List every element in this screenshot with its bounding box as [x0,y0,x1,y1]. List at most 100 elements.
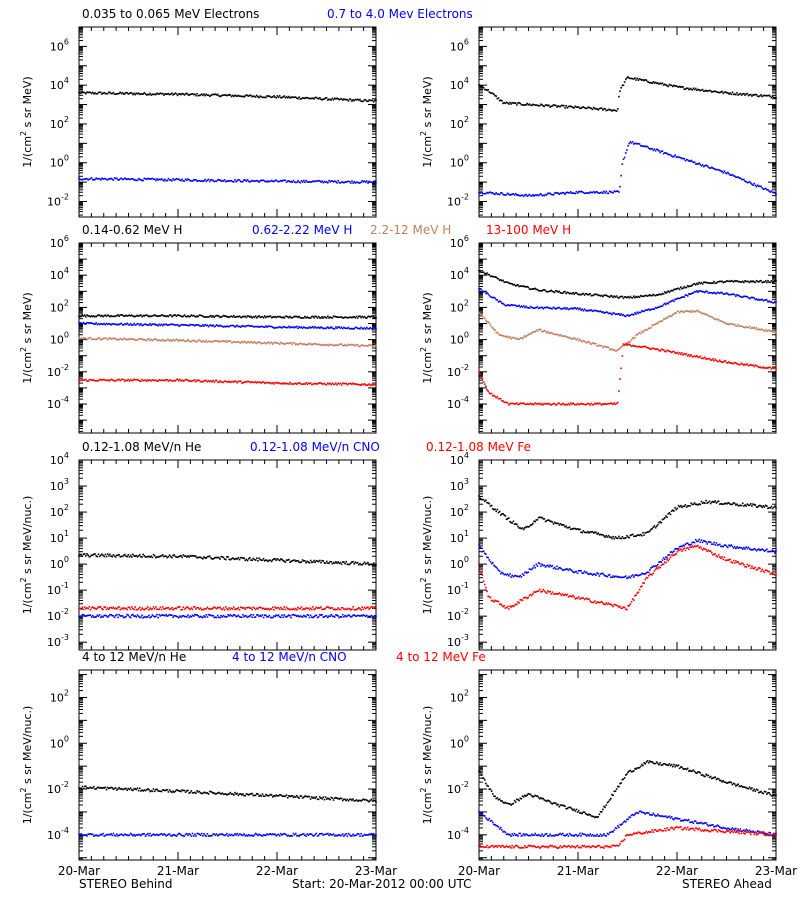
data-point [147,314,149,317]
data-point [717,280,720,283]
data-point [88,178,91,181]
data-point [160,608,163,611]
data-point [202,340,204,342]
data-point [525,335,527,338]
data-point [153,379,156,382]
data-point [97,553,100,556]
data-point [81,337,84,340]
data-point [556,403,558,406]
data-point [185,340,188,342]
data-point [89,336,92,339]
data-point [319,96,321,99]
data-point [274,558,276,560]
data-point [751,296,753,299]
data-point [321,344,323,347]
data-point [174,324,177,327]
data-point [277,316,280,318]
data-point [374,383,376,386]
data-point [705,313,707,316]
data-point [298,615,300,618]
data-point [622,343,625,345]
data-point [166,179,169,182]
data-point [270,325,273,328]
data-point [729,323,731,325]
data-point [329,615,331,618]
data-point [340,316,343,318]
data-point [310,561,313,564]
data-point [332,181,335,183]
data-point [690,311,692,314]
data-point [167,555,170,558]
data-point [739,92,742,95]
data-point [282,179,284,182]
data-point [686,285,689,287]
data-point [663,83,666,86]
data-point [540,306,542,309]
data-point [218,556,220,559]
data-point [585,309,588,312]
data-point [143,608,146,611]
data-point [196,92,198,95]
data-point [369,384,372,387]
row-0-title-1: 0.7 to 4.0 Mev Electrons [327,7,473,21]
data-point [603,107,605,110]
y-tick-label: 106 [50,234,69,250]
data-point [360,100,362,102]
data-point [329,343,331,346]
data-point [633,143,635,145]
data-point [362,383,365,386]
data-point [328,562,330,565]
data-point [90,177,93,179]
data-point [481,290,484,292]
data-point [117,606,119,609]
data-point [644,345,647,348]
data-point [110,177,112,180]
data-point [245,325,248,327]
data-point [480,314,483,316]
data-point [329,382,331,385]
data-point [692,355,695,358]
data-point [149,178,151,180]
data-point [641,310,643,312]
data-point [345,98,347,101]
data-point [349,182,352,184]
data-point [493,275,495,278]
data-point [95,608,98,610]
data-point [522,285,525,287]
data-point [556,290,558,292]
data-point [114,337,117,340]
data-point [505,101,508,104]
data-point [333,180,336,183]
data-point [105,92,108,95]
data-point [155,379,157,382]
data-point [80,615,83,617]
data-point [148,555,150,558]
data-point [620,295,622,298]
data-point [647,81,650,83]
data-point [556,106,558,108]
data-point [182,554,185,556]
data-point [81,379,84,381]
data-point [700,290,703,293]
data-point [591,294,594,297]
data-point [324,97,327,99]
data-point [149,339,151,342]
data-point [220,325,222,327]
data-point [180,339,182,342]
data-point [288,95,290,98]
data-point [108,314,110,317]
data-point [333,97,336,100]
data-point [767,94,769,97]
data-point [298,315,300,318]
data-point [185,324,188,327]
data-point [151,339,154,342]
data-point [98,314,101,317]
data-point [93,553,95,556]
data-point [583,403,586,406]
data-point [152,379,155,381]
data-point [345,316,347,319]
data-point [211,614,213,617]
data-point [506,102,509,104]
data-point [226,556,228,558]
data-point [565,192,567,194]
